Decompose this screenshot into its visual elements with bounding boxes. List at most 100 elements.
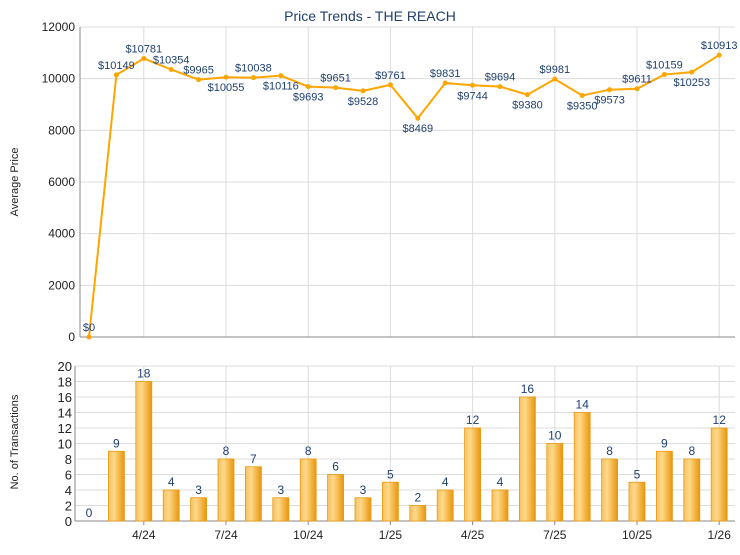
transaction-bar <box>519 396 536 522</box>
transaction-bar <box>628 481 646 522</box>
transaction-bar <box>135 381 153 522</box>
price-data-label: $9528 <box>348 96 379 108</box>
chart-title: Price Trends - THE REACH <box>284 8 456 24</box>
transaction-bar <box>491 489 509 522</box>
bottom-y-tick-label: 2 <box>65 499 72 514</box>
bottom-y-tick-label: 12 <box>58 421 72 436</box>
price-data-label: $9651 <box>320 73 351 85</box>
transaction-data-label: 4 <box>442 475 449 489</box>
price-point <box>305 84 311 90</box>
price-data-label: $10781 <box>125 43 162 55</box>
bottom-y-tick-label: 8 <box>65 452 72 467</box>
price-point <box>470 82 476 88</box>
bottom-y-tick-label: 18 <box>58 375 72 390</box>
price-point <box>524 92 530 98</box>
top-y-axis-label: Average Price <box>9 148 21 217</box>
top-y-tick-label: 10000 <box>42 72 76 86</box>
transaction-data-label: 16 <box>521 382 535 396</box>
transaction-bar <box>409 505 427 522</box>
price-data-label: $10149 <box>98 60 135 72</box>
price-point <box>278 73 284 79</box>
price-data-label: $9573 <box>594 95 625 107</box>
transaction-data-label: 0 <box>86 506 93 520</box>
price-data-label: $10253 <box>673 77 710 89</box>
price-data-label: $9611 <box>622 74 652 86</box>
transaction-data-label: 6 <box>332 460 339 474</box>
price-data-label: $10038 <box>235 63 272 75</box>
transaction-bar <box>162 489 180 522</box>
transaction-data-label: 9 <box>661 436 668 450</box>
price-data-label: $9350 <box>567 100 598 112</box>
transaction-bar <box>573 412 591 522</box>
x-tick-label: 10/24 <box>293 528 323 542</box>
transaction-bar <box>464 427 482 522</box>
price-data-label: $8469 <box>403 123 434 135</box>
x-tick-label: 4/25 <box>461 528 485 542</box>
transaction-data-label: 8 <box>606 444 613 458</box>
price-data-label: $9744 <box>457 90 488 102</box>
transaction-bar <box>354 497 372 522</box>
price-data-label: $10055 <box>208 82 245 94</box>
price-point <box>196 77 202 83</box>
transaction-data-label: 2 <box>414 491 421 505</box>
transaction-bar <box>546 443 564 522</box>
price-point <box>113 72 119 78</box>
price-point <box>716 52 722 58</box>
price-point <box>250 75 256 81</box>
bottom-y-tick-label: 14 <box>58 406 72 421</box>
transaction-bar <box>710 427 728 522</box>
transaction-data-label: 14 <box>576 398 590 412</box>
transaction-data-label: 8 <box>305 444 312 458</box>
transaction-bar <box>381 481 399 522</box>
transaction-bar <box>217 458 235 522</box>
x-tick-label: 7/25 <box>543 528 567 542</box>
transaction-bar <box>272 497 290 522</box>
transaction-bar <box>683 458 701 522</box>
bottom-y-tick-label: 4 <box>65 483 72 498</box>
price-point <box>360 88 366 94</box>
price-point <box>579 92 585 98</box>
x-tick-label: 1/26 <box>708 528 732 542</box>
transaction-bar <box>299 458 317 522</box>
price-data-label: $9693 <box>293 92 324 104</box>
price-data-label: $9761 <box>375 70 406 82</box>
transaction-bar <box>601 458 618 522</box>
x-tick-label: 10/25 <box>622 528 652 542</box>
bottom-y-tick-label: 20 <box>58 359 72 374</box>
transaction-bar <box>436 489 454 522</box>
transaction-bar <box>244 466 262 522</box>
price-point <box>141 55 147 61</box>
transaction-data-label: 4 <box>168 475 175 489</box>
price-point <box>168 67 174 73</box>
price-data-label: $0 <box>83 322 95 334</box>
top-y-tick-label: 0 <box>68 330 75 344</box>
price-point <box>689 69 695 75</box>
bottom-y-tick-label: 6 <box>65 468 72 483</box>
top-y-tick-label: 2000 <box>48 278 75 292</box>
transaction-data-label: 9 <box>113 436 120 450</box>
transaction-data-label: 8 <box>688 444 695 458</box>
price-point <box>634 86 640 92</box>
price-data-label: $9981 <box>540 64 571 76</box>
price-point <box>333 85 339 91</box>
top-y-tick-label: 8000 <box>48 123 75 137</box>
price-point <box>661 72 667 78</box>
transaction-data-label: 4 <box>497 475 504 489</box>
transaction-data-label: 3 <box>360 483 367 497</box>
price-data-label: $10116 <box>263 81 299 93</box>
price-data-label: $10159 <box>646 60 683 72</box>
transaction-bar <box>656 450 673 522</box>
transaction-data-label: 18 <box>137 367 151 381</box>
x-tick-label: 7/24 <box>214 528 238 542</box>
bottom-y-tick-label: 16 <box>58 390 72 405</box>
top-y-tick-label: 4000 <box>48 227 75 241</box>
price-point <box>497 84 503 90</box>
price-point <box>415 115 421 121</box>
transaction-data-label: 3 <box>195 483 202 497</box>
price-point <box>86 334 92 340</box>
price-point <box>442 80 448 86</box>
price-data-label: $10354 <box>153 55 190 67</box>
price-point <box>607 87 613 93</box>
